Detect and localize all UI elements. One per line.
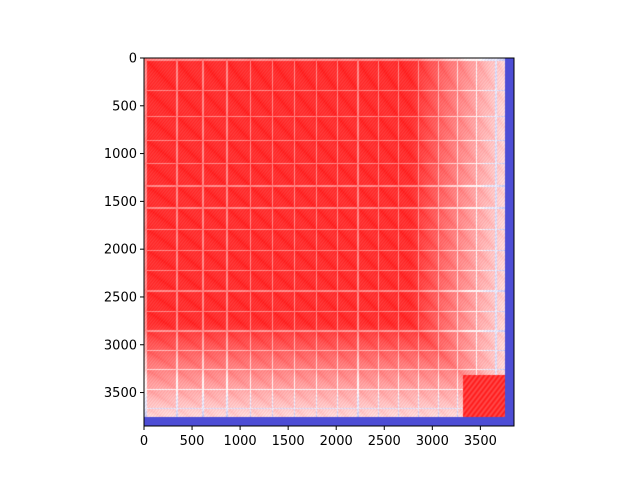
y-tick-label: 500 [112,99,137,114]
y-tick-label: 0 [129,52,137,67]
x-tick-label: 500 [180,434,205,449]
x-axis: 0 500 1000 1500 2000 2500 3000 3500 [140,426,497,449]
x-tick-label: 0 [140,434,148,449]
y-tick-label: 3000 [104,338,137,353]
x-tick-label: 2500 [368,434,401,449]
y-tick-label: 2500 [104,290,137,305]
y-tick-label: 1500 [104,195,137,210]
plot-frame [143,57,515,427]
y-tick-label: 1000 [104,147,137,162]
heatmap-image [144,58,514,426]
x-tick-label: 2000 [320,434,353,449]
y-axis: 0 500 1000 1500 2000 2500 3000 3500 [104,52,144,401]
x-tick-label: 1500 [272,434,305,449]
y-tick-label: 2000 [104,243,137,258]
x-tick-label: 3000 [416,434,449,449]
x-tick-label: 3500 [464,434,497,449]
y-tick-label: 3500 [104,386,137,401]
x-tick-label: 1000 [224,434,257,449]
